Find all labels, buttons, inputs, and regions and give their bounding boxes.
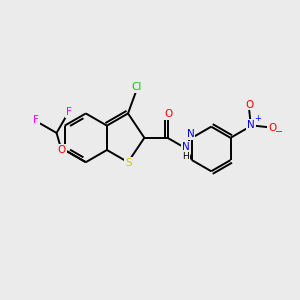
- Text: O: O: [165, 109, 173, 119]
- Text: O: O: [268, 123, 276, 133]
- Text: F: F: [66, 107, 72, 117]
- Text: O: O: [58, 145, 66, 155]
- Text: N: N: [187, 129, 195, 139]
- Text: H: H: [182, 152, 189, 161]
- Text: −: −: [275, 128, 283, 137]
- Text: Cl: Cl: [131, 82, 141, 92]
- Text: +: +: [254, 114, 261, 123]
- Text: N: N: [247, 120, 255, 130]
- Text: F: F: [33, 115, 39, 125]
- Text: O: O: [245, 100, 254, 110]
- Text: N: N: [182, 142, 190, 152]
- Text: S: S: [125, 158, 132, 168]
